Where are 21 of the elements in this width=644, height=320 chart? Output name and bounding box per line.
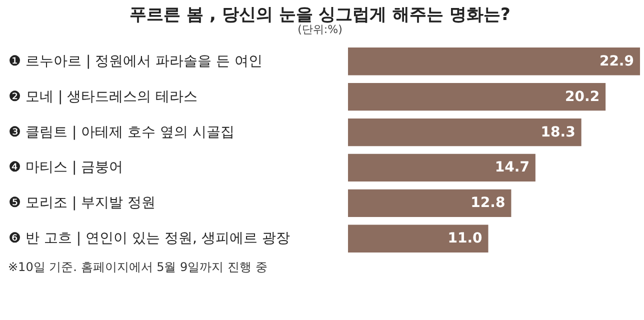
data-label: 14.7 xyxy=(494,160,530,176)
y-tick-label: ❹ 마티스 | 금붕어 xyxy=(8,160,124,176)
data-label: 20.2 xyxy=(565,88,600,105)
chart-subtitle: (단위:%) xyxy=(298,23,342,36)
y-tick-label: ❷ 모네 | 생타드레스의 테라스 xyxy=(8,88,198,105)
y-tick-label: ❸ 클림트 | 아테제 호수 옆의 시골집 xyxy=(8,124,234,140)
chart-title: 푸르른 봄 , 당신의 눈을 싱그럽게 해주는 명화는? xyxy=(130,5,510,25)
bar xyxy=(348,48,640,76)
bar xyxy=(348,154,536,182)
data-label: 12.8 xyxy=(470,195,506,212)
text: ※10일 기준. 홈페이지에서 5월 9일까지 진행 중 xyxy=(8,260,268,274)
y-tick-label: ❺ 모리조 | 부지발 정원 xyxy=(8,195,156,212)
data-label: 18.3 xyxy=(540,124,576,140)
y-tick-label: ❻ 반 고흐 | 연인이 있는 정원, 생피에르 광장 xyxy=(8,230,290,247)
bar xyxy=(348,189,512,218)
bar xyxy=(348,82,606,111)
data-label: 11.0 xyxy=(448,230,483,247)
data-label: 22.9 xyxy=(599,53,634,70)
bar xyxy=(348,118,582,146)
bar xyxy=(348,224,488,252)
y-tick-label: ❶ 르누아르 | 정원에서 파라솔을 든 여인 xyxy=(8,53,262,70)
